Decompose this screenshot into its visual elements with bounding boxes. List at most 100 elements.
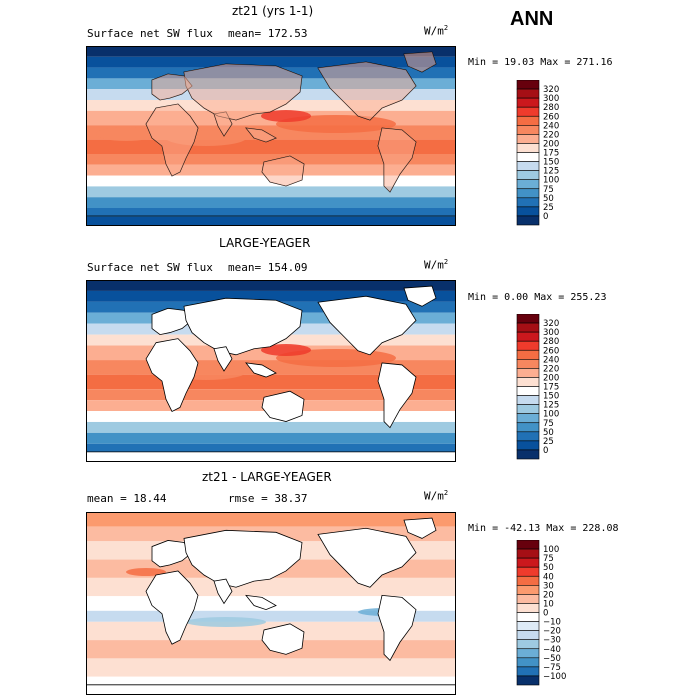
map-band [86, 186, 456, 198]
land-fill [146, 104, 198, 176]
colorbar-tick-label: 0 [543, 446, 548, 456]
colorbar-tick-label: 20 [543, 590, 554, 600]
colorbar-tick-label: 240 [543, 121, 559, 131]
season-label: ANN [510, 8, 554, 30]
coastlines [86, 517, 456, 695]
colorbar-swatch [516, 215, 540, 226]
map-band [86, 46, 456, 57]
colorbar-tick-label: 280 [543, 337, 559, 347]
colorbar-swatch [516, 197, 540, 208]
colorbar-swatch [516, 621, 540, 631]
panel-2-field-label: Surface net SW flux [87, 261, 213, 274]
colorbar-tick-label: 150 [543, 158, 559, 168]
colorbar-tick-label: 100 [543, 545, 559, 555]
colorbar-tick-label: 220 [543, 364, 559, 374]
map-blob [96, 127, 156, 141]
map-band [86, 610, 456, 622]
continent-outline [377, 594, 417, 662]
colorbar-swatch [516, 143, 540, 153]
panel-1-mean: mean= 172.53 [228, 27, 308, 40]
colorbar-tick-label: −100 [543, 672, 566, 682]
panel-3-rmse: rmse = 38.37 [228, 492, 308, 505]
land-fill [184, 64, 302, 120]
colorbar-swatch [516, 179, 540, 190]
colorbar-swatch [516, 540, 540, 550]
colorbar-swatch [516, 548, 540, 559]
panel-2-map [86, 280, 456, 462]
map-blob [126, 568, 166, 576]
colorbar-swatch [516, 675, 540, 686]
colorbar-tick-label: 320 [543, 319, 559, 329]
panel-3-title: zt21 - LARGE-YEAGER [202, 470, 332, 484]
colorbar-tick-label: 280 [543, 103, 559, 113]
map-frame [86, 280, 456, 462]
colorbar-tick-label: 100 [543, 410, 559, 420]
panel-1-field-label: Surface net SW flux [87, 27, 213, 40]
colorbar-tick-label: −40 [543, 645, 561, 655]
continent-outline [145, 570, 199, 645]
panel-3-minmax: Min = -42.13 Max = 228.08 [468, 523, 619, 534]
map-frame [86, 512, 456, 695]
colorbar-tick-label: 125 [543, 401, 559, 411]
continent-outline [213, 346, 233, 372]
colorbar-swatch [516, 657, 540, 668]
colorbar-tick-label: 320 [543, 85, 559, 95]
colorbar-swatch [516, 404, 540, 414]
continent-outline [183, 297, 303, 356]
colorbar-tick-label: 220 [543, 130, 559, 140]
continent-outline [145, 338, 199, 412]
colorbar-tick-label: 300 [543, 94, 559, 104]
colorbar-swatch [516, 349, 540, 360]
colorbar-swatch [516, 152, 540, 162]
colorbar-swatch [516, 115, 540, 126]
continent-outline [317, 527, 417, 588]
colorbar-tick-label: 75 [543, 185, 554, 195]
continent-outline [245, 362, 277, 378]
colorbar-tick-label: 25 [543, 203, 554, 213]
colorbar-tick-label: −20 [543, 627, 561, 637]
colorbar-swatch [516, 431, 540, 442]
colorbar-tick-label: 300 [543, 328, 559, 338]
colorbar-swatch [516, 314, 540, 324]
map-band [86, 658, 456, 677]
continent-outline [317, 295, 417, 356]
map-band [86, 421, 456, 433]
continent-outline [403, 517, 437, 539]
colorbar-tick-label: 150 [543, 392, 559, 402]
colorbar-tick-label: 50 [543, 428, 554, 438]
colorbar-swatch [516, 449, 540, 460]
coastlines [86, 51, 456, 226]
antarctica-outline [86, 684, 456, 695]
colorbar-tick-label: 200 [543, 373, 559, 383]
colorbar-swatch [516, 575, 540, 586]
map-band [86, 280, 456, 291]
colorbar-tick-label: −10 [543, 618, 561, 628]
colorbar-swatch [516, 612, 540, 622]
colorbar-swatch [516, 557, 540, 568]
colorbar-tick-label: 25 [543, 437, 554, 447]
colorbar-swatch [516, 88, 540, 99]
land-fill [318, 62, 416, 120]
map-band [86, 577, 456, 597]
colorbar-swatch [516, 134, 540, 144]
colorbar-tick-label: −30 [543, 636, 561, 646]
colorbar-swatch [516, 161, 540, 171]
continent-outline [183, 529, 303, 588]
antarctica-outline [86, 215, 456, 226]
continent-outline [245, 594, 277, 611]
colorbar-tick-label: 0 [543, 212, 548, 222]
colorbar-tick-label: 240 [543, 355, 559, 365]
map-band [86, 443, 456, 453]
land-fill [378, 128, 416, 192]
colorbar-swatch [516, 413, 540, 424]
map-blob [186, 617, 266, 627]
colorbar-tick-label: 10 [543, 599, 554, 609]
panel-3-map [86, 512, 456, 695]
colorbar-swatch [516, 188, 540, 199]
colorbar-tick-label: 75 [543, 419, 554, 429]
colorbar-swatch [516, 603, 540, 613]
panel-1-units: W/m2 [424, 24, 449, 38]
colorbar-swatch [516, 440, 540, 451]
colorbar-swatch [516, 331, 540, 342]
